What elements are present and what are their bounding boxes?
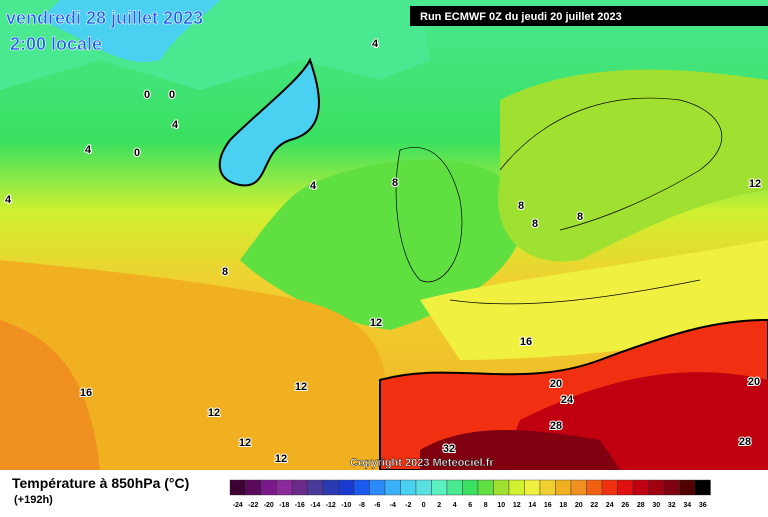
contour-label: 0 — [144, 89, 150, 101]
legend-swatch — [229, 479, 246, 496]
legend-swatch — [260, 479, 277, 496]
legend-swatch — [555, 479, 572, 496]
legend-swatch — [539, 479, 556, 496]
legend-value: 0 — [422, 502, 426, 509]
legend-swatch — [307, 479, 324, 496]
legend-value: -8 — [359, 502, 365, 509]
legend-value: 26 — [621, 502, 629, 509]
legend-swatch — [291, 479, 308, 496]
legend-swatch — [679, 479, 696, 496]
run-info: Run ECMWF 0Z du jeudi 20 juillet 2023 — [420, 11, 622, 23]
legend-value: -14 — [310, 502, 320, 509]
map-title: vendredi 28 juillet 2023 — [6, 8, 203, 28]
legend-value: 14 — [528, 502, 536, 509]
legend-swatch — [493, 479, 510, 496]
legend-swatch — [384, 479, 401, 496]
contour-label: 12 — [370, 317, 382, 329]
contour-label: 4 — [310, 180, 317, 192]
legend-value: -6 — [374, 502, 380, 509]
legend-swatch — [415, 479, 432, 496]
legend-value: 22 — [590, 502, 598, 509]
legend-value: 6 — [468, 502, 472, 509]
legend-value: 36 — [699, 502, 707, 509]
map-subtitle: 2:00 locale — [10, 34, 102, 54]
legend-swatch — [245, 479, 262, 496]
legend-swatch — [431, 479, 448, 496]
legend-value: -24 — [233, 502, 243, 509]
legend-value: 4 — [453, 502, 457, 509]
legend-swatch — [369, 479, 386, 496]
copyright: Copyright 2023 Meteociel.fr — [350, 457, 494, 469]
legend-value: 24 — [606, 502, 614, 509]
legend-swatch — [570, 479, 587, 496]
contour-label: 12 — [239, 437, 251, 449]
legend-swatch — [663, 479, 680, 496]
legend-value: 18 — [559, 502, 567, 509]
map-field — [0, 0, 768, 471]
legend-value: 8 — [484, 502, 488, 509]
legend-swatch — [338, 479, 355, 496]
legend-value: 12 — [513, 502, 521, 509]
contour-label: 8 — [518, 200, 524, 212]
legend-value: -4 — [390, 502, 396, 509]
legend-value: 28 — [637, 502, 645, 509]
legend-swatch — [694, 479, 711, 496]
contour-label: 4 — [172, 119, 179, 131]
legend-swatch — [322, 479, 339, 496]
legend-swatch — [648, 479, 665, 496]
legend-value: 16 — [544, 502, 552, 509]
contour-label: 28 — [550, 420, 562, 432]
legend-value: -22 — [248, 502, 258, 509]
legend-title: Température à 850hPa (°C) — [12, 475, 189, 491]
contour-label: 4 — [85, 144, 92, 156]
legend-swatch — [617, 479, 634, 496]
legend-swatch — [462, 479, 479, 496]
contour-label: 12 — [295, 381, 307, 393]
legend-value: 20 — [575, 502, 583, 509]
legend-swatch — [400, 479, 417, 496]
contour-label: 16 — [80, 387, 92, 399]
legend-value: 34 — [683, 502, 691, 509]
contour-label: 0 — [134, 147, 140, 159]
legend-swatch — [353, 479, 370, 496]
contour-label: 20 — [550, 378, 562, 390]
contour-label: 16 — [520, 336, 532, 348]
contour-label: 12 — [208, 407, 220, 419]
legend-swatch — [477, 479, 494, 496]
contour-label: 4 — [5, 194, 12, 206]
legend-swatch — [632, 479, 649, 496]
legend-lead: (+192h) — [14, 494, 53, 506]
legend-value: -2 — [405, 502, 411, 509]
legend-value: -18 — [279, 502, 289, 509]
contour-label: 24 — [561, 394, 574, 406]
contour-label: 8 — [392, 177, 398, 189]
contour-label: 28 — [739, 436, 751, 448]
contour-label: 20 — [748, 376, 760, 388]
contour-label: 4 — [372, 38, 379, 50]
legend-swatch — [586, 479, 603, 496]
legend-swatch — [601, 479, 618, 496]
legend-value: 30 — [652, 502, 660, 509]
legend-value: -16 — [295, 502, 305, 509]
contour-label: 8 — [222, 266, 228, 278]
contour-label: 8 — [532, 218, 538, 230]
legend-swatch — [508, 479, 525, 496]
contour-label: 12 — [749, 178, 761, 190]
legend-value: -12 — [326, 502, 336, 509]
legend-swatch — [524, 479, 541, 496]
legend-value: 32 — [668, 502, 676, 509]
legend-value: -10 — [341, 502, 351, 509]
legend-swatch — [276, 479, 293, 496]
contour-label: 32 — [443, 443, 455, 455]
legend-value: 2 — [437, 502, 441, 509]
legend-value: 10 — [497, 502, 505, 509]
legend-swatch — [446, 479, 463, 496]
legend-value: -20 — [264, 502, 274, 509]
contour-label: 8 — [577, 211, 583, 223]
contour-label: 12 — [275, 453, 287, 465]
contour-label: 0 — [169, 89, 175, 101]
